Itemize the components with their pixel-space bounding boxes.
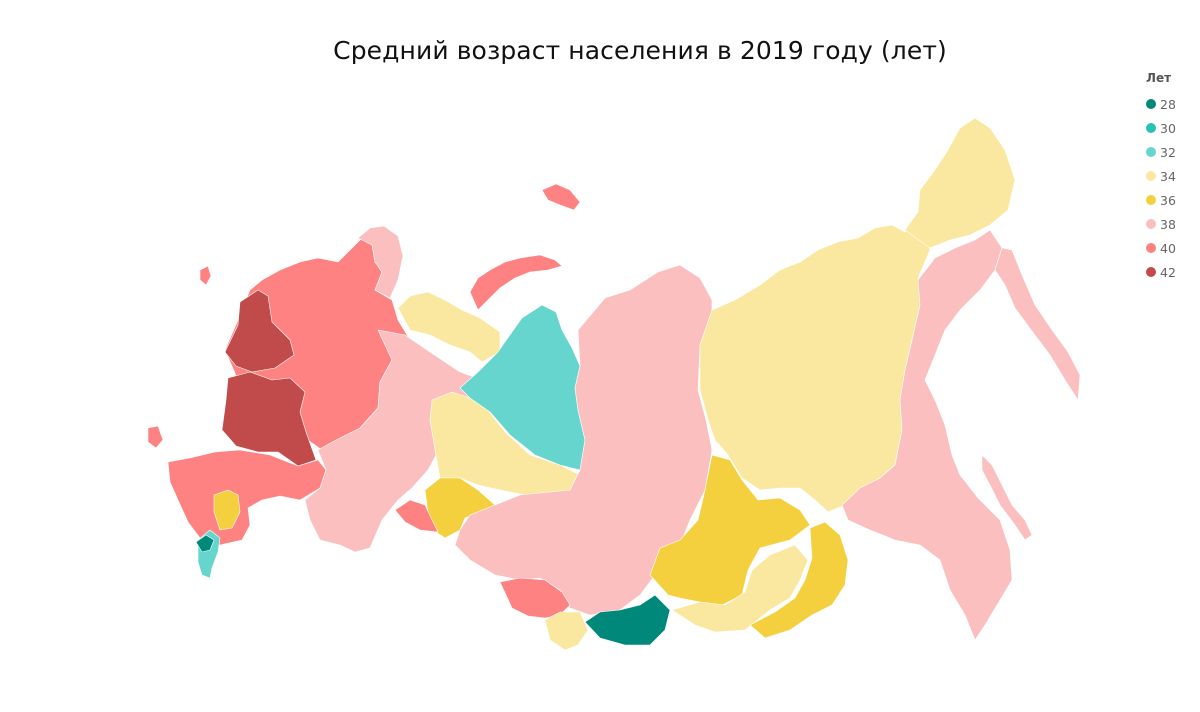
region-crimea[interactable] — [147, 425, 164, 449]
legend-item-30[interactable]: 30 — [1146, 116, 1194, 140]
legend-label: 34 — [1160, 168, 1176, 184]
legend-swatch — [1146, 99, 1156, 109]
region-south[interactable] — [167, 449, 327, 546]
region-kaliningrad[interactable] — [199, 265, 212, 286]
region-buryatia[interactable] — [671, 544, 809, 633]
legend-item-28[interactable]: 28 — [1146, 92, 1194, 116]
region-franz-josef[interactable] — [541, 183, 581, 211]
legend-swatch — [1146, 243, 1156, 253]
region-orenburg[interactable] — [394, 499, 439, 533]
region-sakhalin[interactable] — [981, 454, 1033, 541]
legend-swatch — [1146, 147, 1156, 157]
region-chechnya[interactable] — [195, 534, 215, 553]
legend-item-32[interactable]: 32 — [1146, 140, 1194, 164]
legend-item-38[interactable]: 38 — [1146, 212, 1194, 236]
legend-swatch — [1146, 195, 1156, 205]
legend-swatch — [1146, 123, 1156, 133]
region-novaya-zemlya[interactable] — [469, 254, 563, 311]
region-altai[interactable] — [499, 577, 571, 619]
legend-swatch — [1146, 171, 1156, 181]
legend-label: 32 — [1160, 144, 1176, 160]
region-central-core[interactable] — [221, 371, 317, 467]
legend-label: 28 — [1160, 96, 1176, 112]
legend-item-40[interactable]: 40 — [1146, 236, 1194, 260]
legend-label: 42 — [1160, 264, 1176, 280]
map-title: Средний возраст населения в 2019 году (л… — [333, 36, 947, 65]
region-nenets-komi-north[interactable] — [397, 291, 501, 363]
region-krasnoyarsk-siberia[interactable] — [454, 264, 713, 616]
legend-swatch — [1146, 267, 1156, 277]
region-tyva[interactable] — [584, 594, 671, 646]
region-far-east[interactable] — [841, 229, 1013, 641]
region-kalmykia[interactable] — [213, 489, 241, 531]
legend-item-36[interactable]: 36 — [1146, 188, 1194, 212]
legend-label: 38 — [1160, 216, 1176, 232]
legend: Лет 28 30 32 34 36 38 40 42 — [1146, 71, 1194, 284]
legend-label: 40 — [1160, 240, 1176, 256]
region-kamchatka[interactable] — [994, 247, 1081, 401]
region-chukotka[interactable] — [904, 117, 1016, 249]
legend-item-34[interactable]: 34 — [1146, 164, 1194, 188]
legend-label: 30 — [1160, 120, 1176, 136]
region-altai-republic[interactable] — [544, 611, 589, 651]
legend-title: Лет — [1146, 71, 1172, 85]
legend-label: 36 — [1160, 192, 1176, 208]
region-zabaykalsky[interactable] — [749, 521, 849, 639]
legend-swatch — [1146, 219, 1156, 229]
region-kola[interactable] — [357, 225, 404, 299]
legend-items: 28 30 32 34 36 38 40 42 — [1146, 92, 1194, 284]
legend-item-42[interactable]: 42 — [1146, 260, 1194, 284]
region-north-west-core[interactable] — [224, 289, 295, 373]
